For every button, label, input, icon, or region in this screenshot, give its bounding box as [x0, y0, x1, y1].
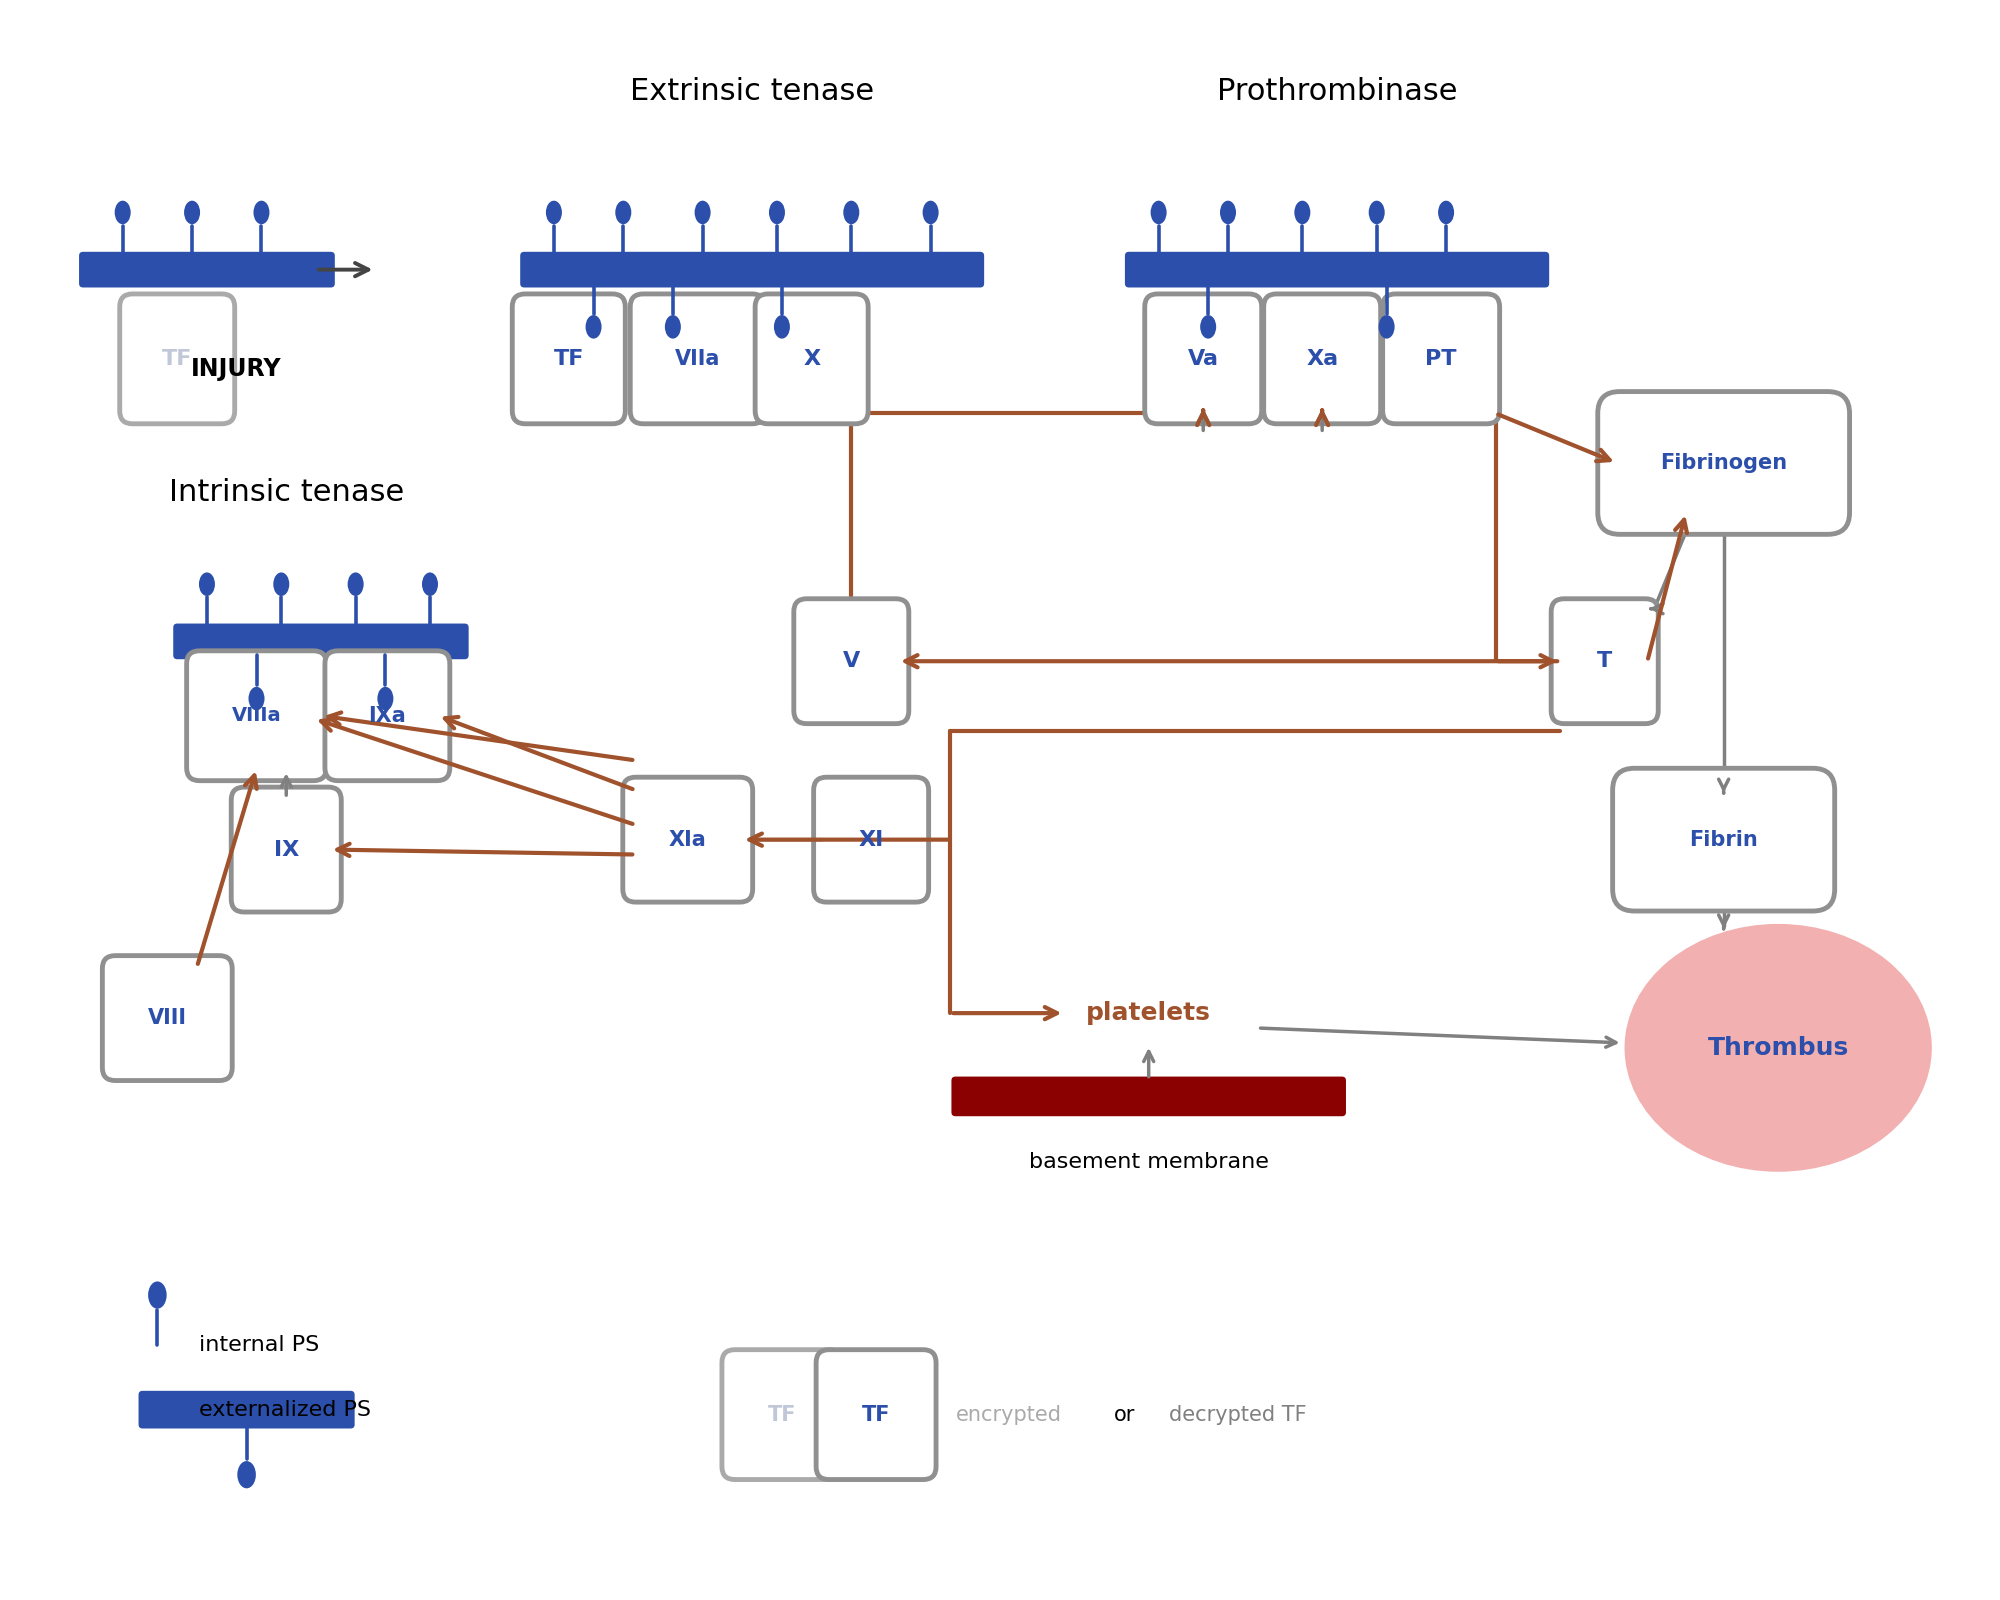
Text: VIIa: VIIa	[674, 349, 720, 370]
Text: TF: TF	[554, 349, 584, 370]
Ellipse shape	[774, 315, 790, 339]
Ellipse shape	[546, 200, 562, 224]
Text: Intrinsic tenase: Intrinsic tenase	[168, 478, 404, 507]
Text: INJURY: INJURY	[192, 357, 282, 381]
Text: XIa: XIa	[668, 830, 706, 850]
FancyBboxPatch shape	[1552, 598, 1658, 723]
Text: platelets: platelets	[1086, 1002, 1212, 1026]
Ellipse shape	[1150, 200, 1166, 224]
Ellipse shape	[422, 573, 438, 595]
FancyBboxPatch shape	[794, 598, 908, 723]
FancyBboxPatch shape	[186, 651, 326, 781]
Ellipse shape	[348, 573, 364, 595]
Ellipse shape	[378, 686, 394, 710]
Ellipse shape	[238, 1461, 256, 1488]
FancyBboxPatch shape	[1124, 251, 1550, 288]
FancyBboxPatch shape	[630, 294, 766, 424]
Text: Extrinsic tenase: Extrinsic tenase	[630, 77, 874, 106]
Text: Fibrin: Fibrin	[1690, 830, 1758, 850]
FancyBboxPatch shape	[1382, 294, 1500, 424]
Ellipse shape	[114, 200, 130, 224]
Text: X: X	[804, 349, 820, 370]
Text: internal PS: internal PS	[200, 1336, 320, 1355]
Ellipse shape	[254, 200, 270, 224]
FancyBboxPatch shape	[952, 1077, 1346, 1117]
Ellipse shape	[616, 200, 632, 224]
Text: Xa: Xa	[1306, 349, 1338, 370]
FancyBboxPatch shape	[1598, 392, 1850, 534]
FancyBboxPatch shape	[1264, 294, 1380, 424]
Ellipse shape	[664, 315, 680, 339]
Text: Thrombus: Thrombus	[1708, 1035, 1848, 1059]
Text: or: or	[1114, 1405, 1136, 1424]
Text: externalized PS: externalized PS	[200, 1400, 372, 1419]
Text: decrypted TF: decrypted TF	[1168, 1405, 1306, 1424]
FancyBboxPatch shape	[80, 251, 334, 288]
Text: Fibrinogen: Fibrinogen	[1660, 453, 1788, 474]
Ellipse shape	[1220, 200, 1236, 224]
FancyBboxPatch shape	[1612, 768, 1834, 910]
Ellipse shape	[1438, 200, 1454, 224]
Text: Va: Va	[1188, 349, 1218, 370]
Text: basement membrane: basement membrane	[1028, 1152, 1268, 1171]
Text: V: V	[842, 651, 860, 672]
FancyBboxPatch shape	[138, 1390, 354, 1429]
Text: XI: XI	[858, 830, 884, 850]
Text: encrypted: encrypted	[956, 1405, 1062, 1424]
Ellipse shape	[1624, 923, 1932, 1171]
Text: TF: TF	[862, 1405, 890, 1424]
FancyBboxPatch shape	[102, 955, 232, 1080]
Text: IXa: IXa	[368, 706, 406, 726]
Text: PT: PT	[1426, 349, 1456, 370]
Ellipse shape	[148, 1282, 166, 1309]
Text: TF: TF	[162, 349, 192, 370]
FancyBboxPatch shape	[324, 651, 450, 781]
Text: VIII: VIII	[148, 1008, 186, 1029]
Ellipse shape	[922, 200, 938, 224]
FancyBboxPatch shape	[722, 1350, 842, 1480]
Ellipse shape	[768, 200, 784, 224]
Ellipse shape	[1200, 315, 1216, 339]
Ellipse shape	[1294, 200, 1310, 224]
Ellipse shape	[248, 686, 264, 710]
Ellipse shape	[1368, 200, 1384, 224]
FancyBboxPatch shape	[814, 778, 928, 902]
Ellipse shape	[1378, 315, 1394, 339]
Text: IX: IX	[274, 840, 298, 859]
Text: TF: TF	[768, 1405, 796, 1424]
Ellipse shape	[184, 200, 200, 224]
FancyBboxPatch shape	[756, 294, 868, 424]
Ellipse shape	[844, 200, 860, 224]
FancyBboxPatch shape	[232, 787, 342, 912]
FancyBboxPatch shape	[120, 294, 234, 424]
FancyBboxPatch shape	[520, 251, 984, 288]
Text: Prothrombinase: Prothrombinase	[1216, 77, 1458, 106]
Ellipse shape	[586, 315, 602, 339]
FancyBboxPatch shape	[512, 294, 626, 424]
FancyBboxPatch shape	[174, 624, 468, 659]
Text: VIIIa: VIIIa	[232, 706, 282, 725]
FancyBboxPatch shape	[622, 778, 752, 902]
Ellipse shape	[694, 200, 710, 224]
FancyBboxPatch shape	[816, 1350, 936, 1480]
Text: T: T	[1598, 651, 1612, 672]
Ellipse shape	[274, 573, 290, 595]
Ellipse shape	[198, 573, 214, 595]
FancyBboxPatch shape	[1144, 294, 1262, 424]
